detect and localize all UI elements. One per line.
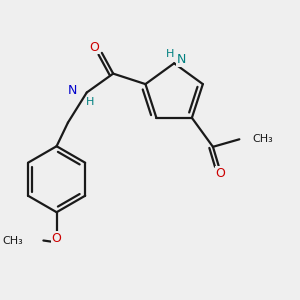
Text: O: O	[89, 41, 99, 54]
Text: H: H	[86, 97, 95, 107]
Text: O: O	[52, 232, 61, 245]
Text: H: H	[166, 49, 175, 59]
Text: O: O	[216, 167, 225, 180]
Text: CH₃: CH₃	[253, 134, 273, 144]
Text: N: N	[68, 84, 77, 97]
Text: N: N	[177, 53, 186, 66]
Text: CH₃: CH₃	[2, 236, 23, 245]
